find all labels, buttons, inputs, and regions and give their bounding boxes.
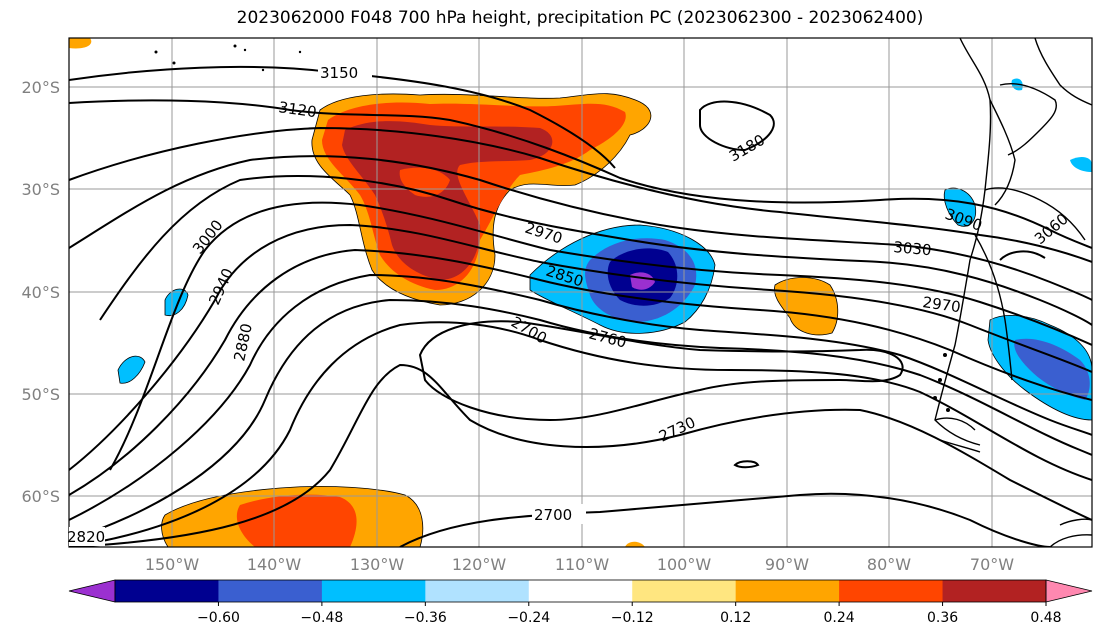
colorbar-tick-label: −0.12 xyxy=(611,610,654,626)
lon-label: 110°W xyxy=(555,555,610,574)
colorbar-segment xyxy=(528,580,633,602)
map-gridlines xyxy=(69,38,1092,547)
colorbar-frame xyxy=(114,579,1047,603)
lon-label: 140°W xyxy=(247,555,302,574)
colorbar-tick-label: −0.60 xyxy=(197,610,240,626)
lat-label: 20°S xyxy=(21,78,60,97)
colorbar-tick-label: 0.36 xyxy=(927,610,958,626)
colorbar-tick-label: 0.24 xyxy=(824,610,855,626)
colorbar-segment xyxy=(942,580,1047,602)
colorbar-arrow-max xyxy=(1045,579,1093,603)
map-title: 2023062000 F048 700 hPa height, precipit… xyxy=(236,8,924,28)
precip-positive-south xyxy=(69,38,645,547)
lon-label: 120°W xyxy=(452,555,507,574)
colorbar-segment xyxy=(218,580,323,602)
colorbar-tick-label: 0.48 xyxy=(1030,610,1061,626)
colorbar-segment xyxy=(425,580,530,602)
contour-label: 3120 xyxy=(277,98,317,121)
lon-label: 150°W xyxy=(145,555,200,574)
coastlines xyxy=(934,38,1092,547)
lon-label: 80°W xyxy=(867,555,911,574)
colorbar-segment xyxy=(735,580,840,602)
colorbar-segment xyxy=(839,580,944,602)
colorbar-tick-label: −0.24 xyxy=(507,610,550,626)
colorbar-tick-label: −0.48 xyxy=(300,610,343,626)
lon-label: 130°W xyxy=(350,555,405,574)
lat-label: 60°S xyxy=(21,487,60,506)
lon-label: 100°W xyxy=(657,555,712,574)
contour-label: 2820 xyxy=(67,528,105,546)
colorbar-tick-label: −0.36 xyxy=(404,610,447,626)
colorbar-tick-label: 0.12 xyxy=(720,610,751,626)
lat-label: 30°S xyxy=(21,180,60,199)
colorbar-segment xyxy=(321,580,426,602)
contour-label: 2970 xyxy=(921,293,961,316)
contour-label: 2700 xyxy=(534,506,572,524)
lat-labels: 20°S 30°S 40°S 50°S 60°S xyxy=(21,78,60,506)
lon-label: 70°W xyxy=(970,555,1014,574)
colorbar-arrow-min xyxy=(68,579,116,603)
contour-label: 3150 xyxy=(320,64,358,82)
lon-labels: 150°W 140°W 130°W 120°W 110°W 100°W 90°W… xyxy=(145,555,1014,574)
islands xyxy=(154,44,950,412)
lat-label: 40°S xyxy=(21,283,60,302)
map-area xyxy=(69,38,1092,547)
contour-label: 3030 xyxy=(893,238,933,259)
map-frame xyxy=(68,37,1093,548)
lat-label: 50°S xyxy=(21,385,60,404)
colorbar: −0.60 −0.48 −0.36 −0.24 −0.12 0.12 0.24 0.36 0.4… xyxy=(68,579,1093,626)
precip-negative-west xyxy=(117,78,1092,384)
height-contours xyxy=(69,65,1092,547)
colorbar-segment xyxy=(115,580,219,602)
colorbar-segment xyxy=(632,580,737,602)
lon-label: 90°W xyxy=(765,555,809,574)
